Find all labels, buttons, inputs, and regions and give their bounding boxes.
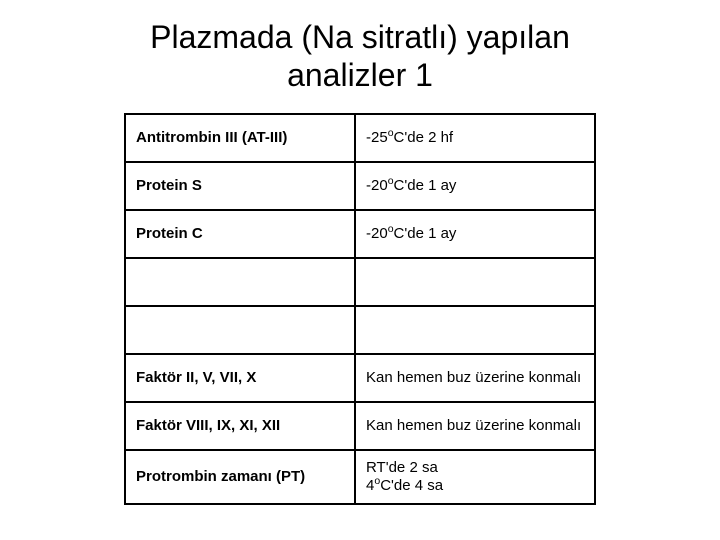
row-value: Kan hemen buz üzerine konmalı [355, 402, 595, 450]
value-pre: -25 [366, 129, 388, 146]
row-value [355, 306, 595, 354]
row-label: Antitrombin III (AT-III) [125, 114, 355, 162]
value-line2-post: C'de 4 sa [380, 477, 443, 494]
value-pre: -20 [366, 177, 388, 194]
value-post: C'de 1 ay [394, 177, 457, 194]
row-value: -20oC'de 1 ay [355, 210, 595, 258]
row-value: -25oC'de 2 hf [355, 114, 595, 162]
row-value: RT'de 2 sa 4oC'de 4 sa [355, 450, 595, 504]
row-value: -20oC'de 1 ay [355, 162, 595, 210]
table-row: Protein S -20oC'de 1 ay [125, 162, 595, 210]
title-line-2: analizler 1 [287, 57, 433, 93]
table-row: Antitrombin III (AT-III) -25oC'de 2 hf [125, 114, 595, 162]
row-label: Protrombin zamanı (PT) [125, 450, 355, 504]
table-row [125, 306, 595, 354]
page-title: Plazmada (Na sitratlı) yapılan analizler… [60, 18, 660, 95]
title-line-1: Plazmada (Na sitratlı) yapılan [150, 19, 570, 55]
value-post: C'de 2 hf [394, 129, 454, 146]
table-row: Protrombin zamanı (PT) RT'de 2 sa 4oC'de… [125, 450, 595, 504]
value-pre: -20 [366, 225, 388, 242]
analysis-table: Antitrombin III (AT-III) -25oC'de 2 hf P… [124, 113, 596, 505]
row-value [355, 258, 595, 306]
row-label: Faktör VIII, IX, XI, XII [125, 402, 355, 450]
row-label: Faktör II, V, VII, X [125, 354, 355, 402]
row-value: Kan hemen buz üzerine konmalı [355, 354, 595, 402]
table-row: Protein C -20oC'de 1 ay [125, 210, 595, 258]
value-line1: RT'de 2 sa [366, 459, 438, 476]
row-label: Protein S [125, 162, 355, 210]
value-post: C'de 1 ay [394, 225, 457, 242]
row-label: Protein C [125, 210, 355, 258]
table-row [125, 258, 595, 306]
table-row: Faktör II, V, VII, X Kan hemen buz üzeri… [125, 354, 595, 402]
row-label [125, 306, 355, 354]
row-label [125, 258, 355, 306]
table-row: Faktör VIII, IX, XI, XII Kan hemen buz ü… [125, 402, 595, 450]
